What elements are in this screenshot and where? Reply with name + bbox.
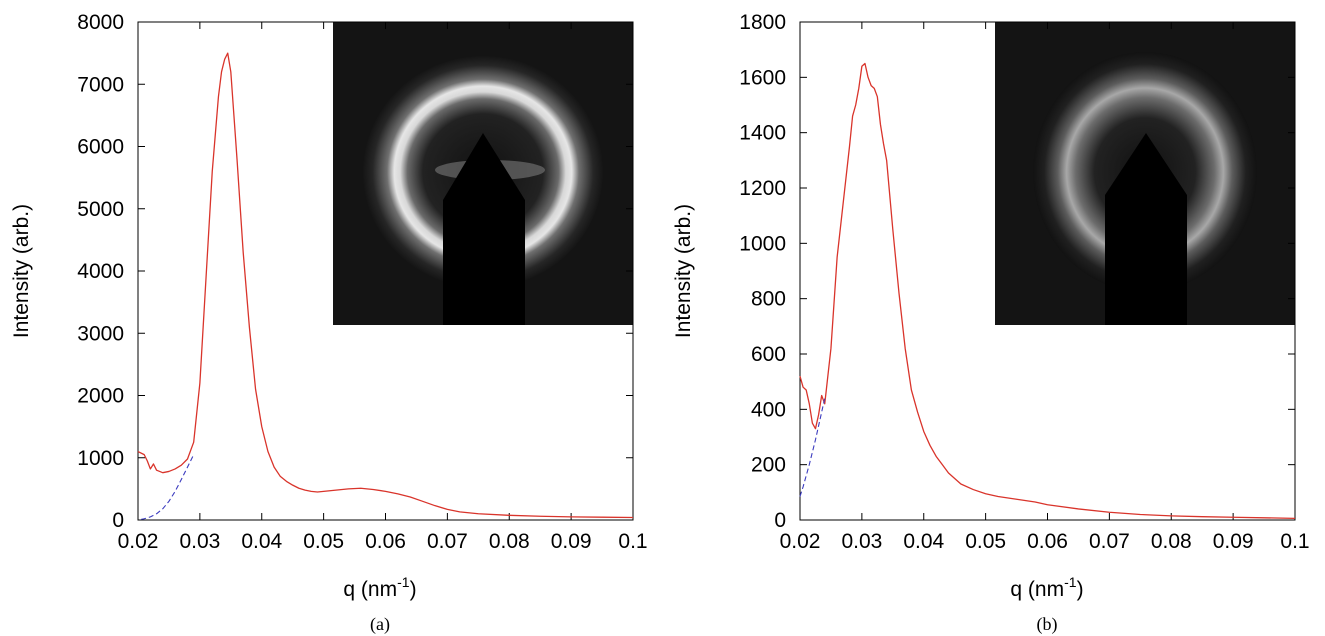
- intensity-line-b: [799, 62, 1296, 519]
- y-tick-label-b: 200: [751, 454, 786, 477]
- fit-dashed-line-b: [799, 398, 826, 497]
- chart-panel-a: 0.02 0.03 0.04 0.05 0.06 0.07 0.08 0.09 0.1 0 1000…: [10, 11, 648, 635]
- y-tick-label-a: 4000: [77, 260, 124, 283]
- y-tick-label-a: 1000: [77, 447, 124, 470]
- x-tick-label-b: 0.09: [1213, 530, 1254, 553]
- axes-b: 0.02 0.03 0.04 0.05 0.06 0.07 0.08 0.09 0.1 0 200 4…: [739, 11, 1309, 553]
- x-tick-label-a: 0.06: [365, 530, 406, 553]
- x-tick-label-a: 0.04: [241, 530, 282, 553]
- x-tick-label-a: 0.07: [427, 530, 468, 553]
- y-tick-label-b: 1400: [739, 122, 786, 145]
- x-tick-label-a: 0.1: [618, 530, 647, 553]
- chart-panel-b: 0.02 0.03 0.04 0.05 0.06 0.07 0.08 0.09 0.1 0 200 4…: [672, 11, 1310, 635]
- panel-caption-a: (a): [370, 614, 390, 635]
- y-tick-label-b: 0: [774, 509, 786, 532]
- y-tick-label-a: 6000: [77, 136, 124, 159]
- y-tick-label-b: 1800: [739, 11, 786, 34]
- y-tick-label-b: 1000: [739, 232, 786, 255]
- x-tick-label-a: 0.05: [303, 530, 344, 553]
- fit-dashed-line-a: [140, 454, 195, 520]
- y-tick-label-a: 7000: [77, 73, 124, 96]
- y-tick-label-b: 1200: [739, 177, 786, 200]
- x-tick-label-b: 0.02: [780, 530, 821, 553]
- panel-caption-b: (b): [1037, 614, 1058, 635]
- x-tick-label-b: 0.04: [903, 530, 944, 553]
- y-tick-label-b: 400: [751, 398, 786, 421]
- y-tick-label-a: 5000: [77, 198, 124, 221]
- y-axis-label-b: Intensity (arb.): [672, 204, 695, 338]
- x-tick-label-b: 0.03: [841, 530, 882, 553]
- inset-scattering-image-a: [333, 22, 633, 325]
- x-tick-label-a: 0.08: [489, 530, 530, 553]
- x-tick-label-a: 0.02: [118, 530, 159, 553]
- y-axis-label-a: Intensity (arb.): [10, 204, 33, 338]
- x-tick-label-b: 0.07: [1089, 530, 1130, 553]
- y-tick-label-b: 600: [751, 343, 786, 366]
- series-group-b: [799, 62, 1296, 519]
- x-tick-label-b: 0.1: [1280, 530, 1309, 553]
- axes-a: 0.02 0.03 0.04 0.05 0.06 0.07 0.08 0.09 0.1 0 1000…: [77, 11, 647, 553]
- series-group-a: [137, 52, 634, 520]
- x-axis-label-a: q (nm-1): [343, 574, 416, 601]
- x-tick-label-a: 0.09: [551, 530, 592, 553]
- x-axis-label-b: q (nm-1): [1010, 574, 1083, 601]
- y-tick-label-a: 0: [112, 509, 124, 532]
- intensity-line-a: [137, 52, 634, 519]
- y-tick-label-a: 2000: [77, 385, 124, 408]
- x-tick-label-b: 0.05: [965, 530, 1006, 553]
- x-tick-label-b: 0.06: [1027, 530, 1068, 553]
- y-tick-label-b: 800: [751, 288, 786, 311]
- inset-scattering-image-b: [995, 22, 1295, 325]
- y-tick-label-a: 8000: [77, 11, 124, 34]
- x-tick-label-b: 0.08: [1151, 530, 1192, 553]
- y-tick-label-b: 1600: [739, 66, 786, 89]
- x-tick-label-a: 0.03: [179, 530, 220, 553]
- y-tick-label-a: 3000: [77, 322, 124, 345]
